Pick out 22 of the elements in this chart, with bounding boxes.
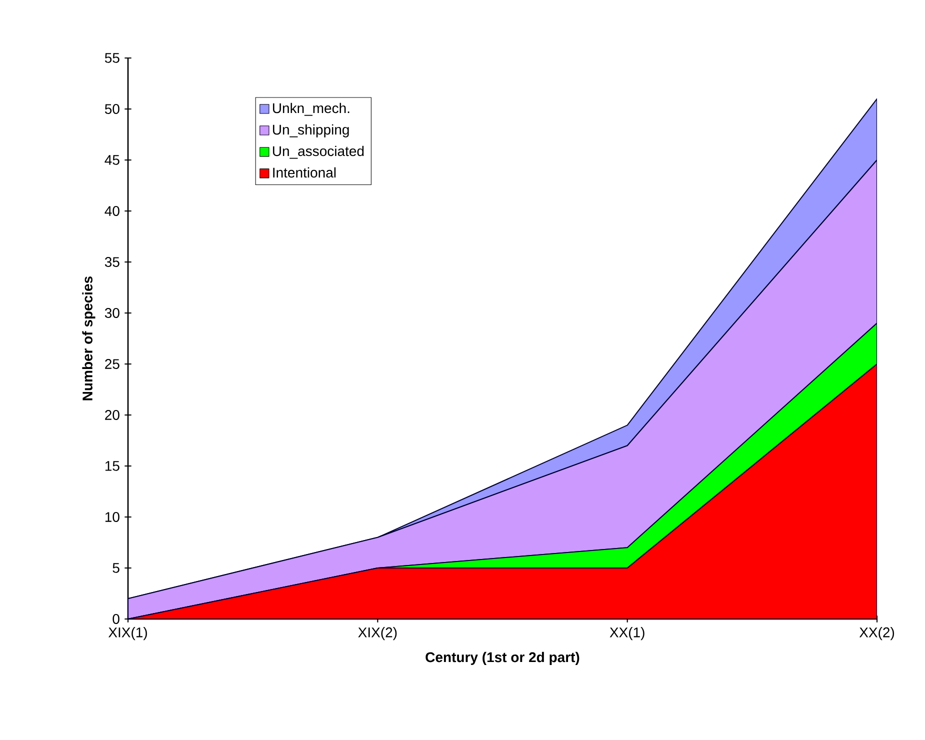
y-tick-label: 40 xyxy=(104,206,120,216)
y-tick-label: 55 xyxy=(104,53,120,63)
x-tick-label: XIX(2) xyxy=(358,627,397,640)
y-tick-label: 5 xyxy=(112,563,120,573)
legend-label: Un_shipping xyxy=(272,124,349,138)
y-tick-label: 15 xyxy=(105,461,120,471)
x-tick-label: XX(1) xyxy=(610,627,644,640)
y-axis-title: Number of species xyxy=(82,276,96,400)
y-tick-label: 0 xyxy=(112,614,120,624)
y-tick-label: 30 xyxy=(104,308,120,318)
y-tick-label: 20 xyxy=(105,410,120,420)
y-tick-label: 25 xyxy=(105,359,120,369)
legend-label: Un_associated xyxy=(272,146,364,159)
x-axis-title: Century (1st or 2d part) xyxy=(426,652,580,665)
x-tick-label: XIX(1) xyxy=(108,627,147,640)
y-tick-label: 10 xyxy=(105,512,120,522)
x-tick-label: XX(2) xyxy=(859,627,894,640)
y-tick-label: 35 xyxy=(104,257,120,267)
y-tick-label: 50 xyxy=(104,104,120,114)
legend-label: Intentional xyxy=(273,167,336,178)
legend-label: Unkn_mech. xyxy=(272,102,350,116)
y-tick-label: 45 xyxy=(104,155,120,165)
